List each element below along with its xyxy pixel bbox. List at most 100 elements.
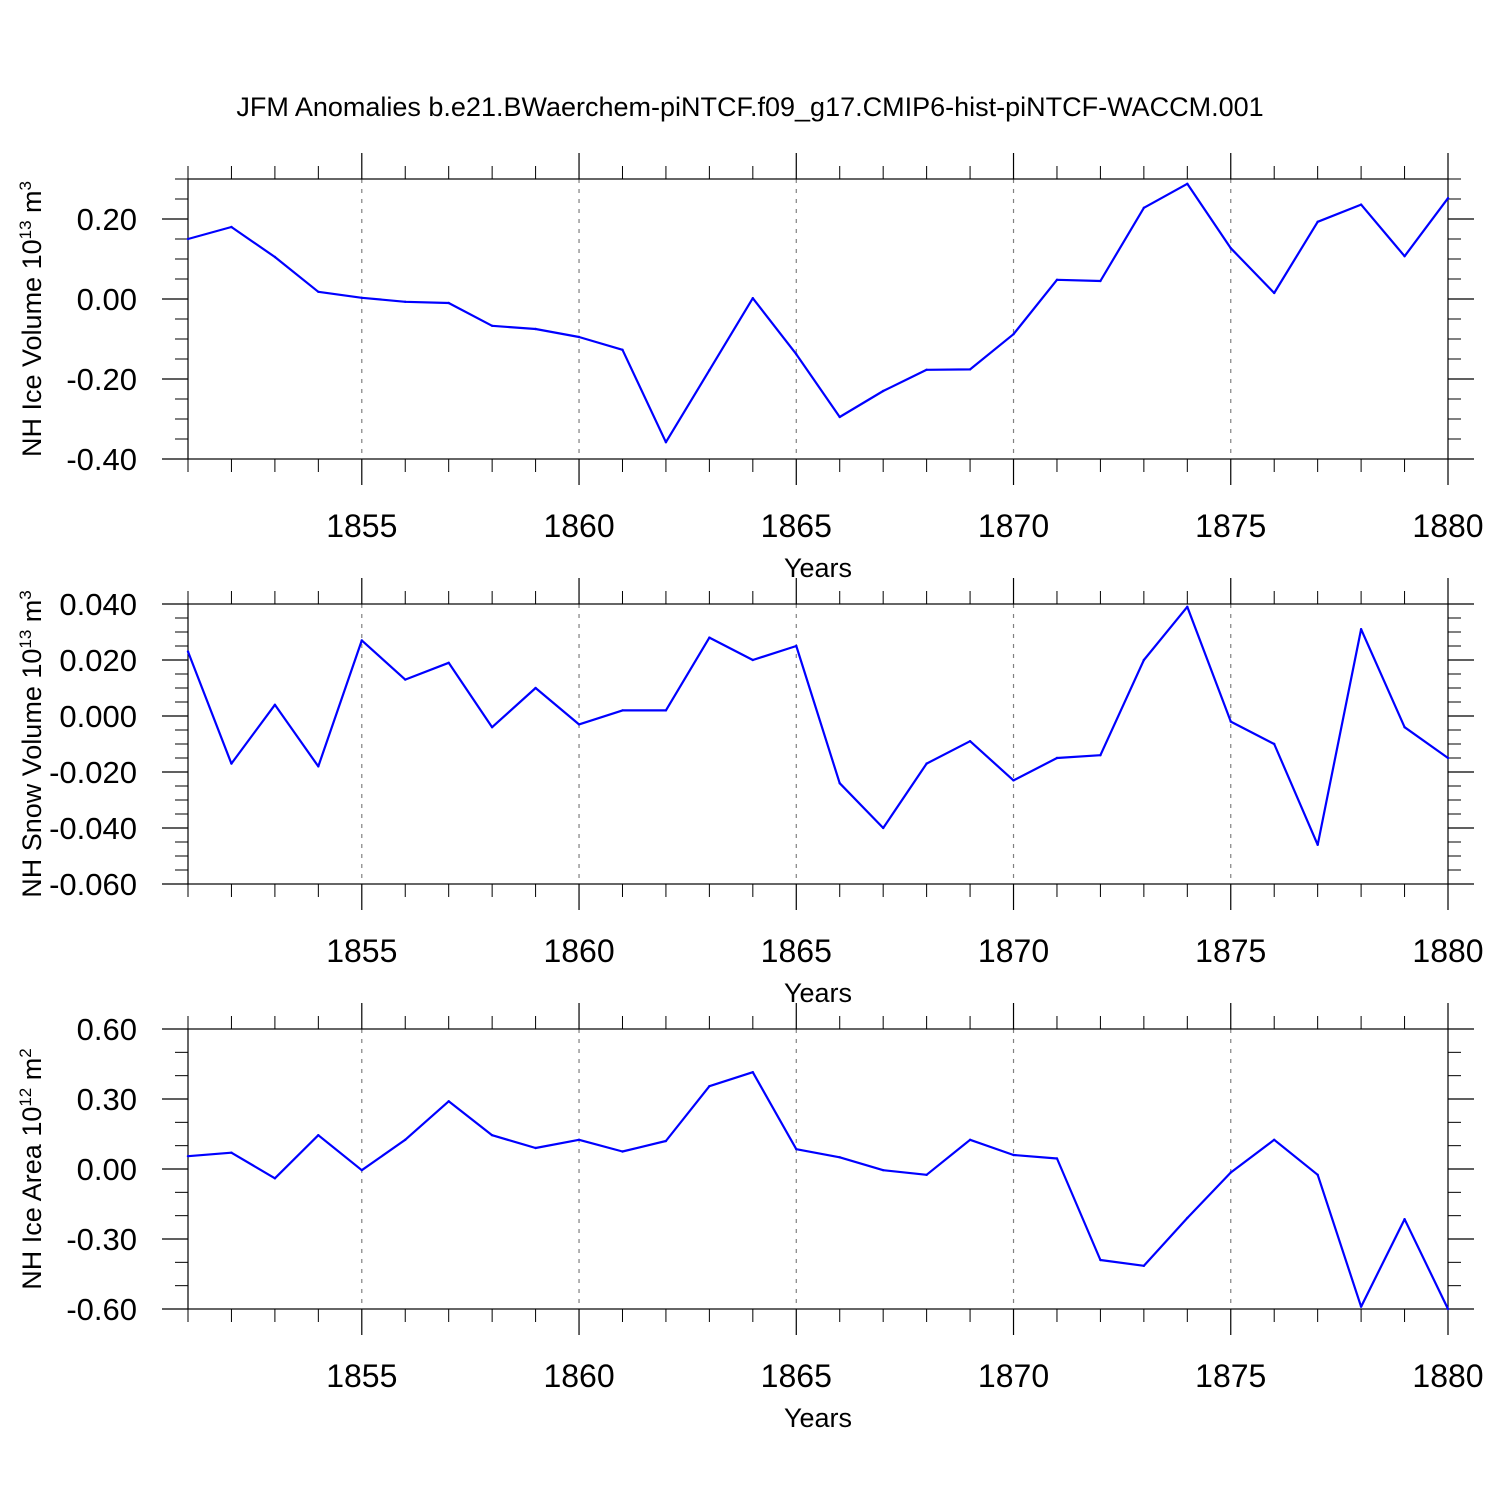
y-tick-label: -0.060 (49, 867, 137, 902)
y-tick-label: 0.020 (59, 643, 137, 678)
x-tick-label: 1880 (1412, 933, 1483, 969)
data-point (1403, 726, 1406, 729)
y-tick-label: 0.30 (77, 1082, 137, 1117)
chart-panel-3: 1855 1860 1865 1870 1875 1880 -0.60 -0.30 0.00 0.… (16, 1003, 1484, 1433)
data-point (577, 335, 581, 339)
y-axis-label-exponent: 13 (16, 220, 35, 239)
x-tick-label: 1865 (761, 933, 832, 969)
data-point (925, 762, 928, 765)
data-point (1316, 220, 1319, 223)
data-point (360, 639, 363, 642)
x-tick-label: 1880 (1412, 1358, 1483, 1394)
x-tick-label: 1860 (543, 933, 614, 969)
x-tick-label: 1870 (978, 1358, 1049, 1394)
y-axis-label-text: NH Ice Volume 10 (17, 239, 47, 457)
data-point (360, 1168, 363, 1172)
data-point (1012, 779, 1015, 782)
data-point (708, 1084, 711, 1088)
data-point (490, 726, 494, 729)
data-point (838, 782, 841, 785)
data-point (881, 389, 885, 393)
data-point (751, 297, 755, 300)
data-point (925, 368, 928, 371)
data-point (230, 1151, 233, 1154)
y-axis-label-unit: m (17, 600, 47, 630)
data-point (795, 1147, 798, 1151)
y-tick-label: -0.30 (66, 1222, 137, 1257)
data-point (1403, 1217, 1406, 1221)
data-point (1055, 756, 1059, 760)
data-point (1229, 1171, 1232, 1174)
data-point (795, 644, 798, 648)
data-point (534, 327, 537, 331)
data-point (230, 225, 233, 229)
data-point (751, 658, 755, 662)
y-axis-label-unit-exponent: 2 (16, 1048, 35, 1057)
series-line (187, 182, 1449, 444)
data-point (968, 368, 972, 371)
data-point (273, 255, 277, 259)
data-point (447, 661, 450, 664)
data-point (360, 296, 363, 299)
y-tick-label: -0.20 (66, 362, 137, 397)
data-point (317, 765, 320, 768)
chart-panel-1: 1855 1860 1865 1870 1875 1880 -0.40 -0.20 0.00 0.… (16, 153, 1484, 583)
data-point (1403, 255, 1406, 258)
series-line (187, 1071, 1449, 1310)
chart-panel-2: 1855 1860 1865 1870 1875 1880 -0.060 -0.040 -0.0… (16, 578, 1484, 1008)
x-tick-label: 1875 (1195, 933, 1266, 969)
x-tick-label: 1855 (326, 508, 397, 544)
y-tick-label: -0.40 (66, 442, 137, 477)
data-point (317, 1133, 320, 1137)
data-point (273, 1177, 277, 1180)
data-point (577, 723, 581, 726)
data-point (1446, 197, 1450, 200)
data-point (1229, 720, 1232, 723)
data-point (1012, 333, 1015, 336)
data-point (1142, 206, 1146, 209)
data-point (577, 1138, 581, 1142)
data-point (1273, 1138, 1276, 1142)
data-point (925, 1173, 928, 1177)
data-point (1446, 1307, 1450, 1311)
data-point (881, 1168, 885, 1172)
series-line (186, 605, 1449, 846)
x-tick-label: 1870 (978, 933, 1049, 969)
data-point (751, 1070, 755, 1074)
x-tick-label: 1855 (326, 933, 397, 969)
data-point (1142, 658, 1146, 662)
data-point (273, 703, 277, 706)
x-tick-label: 1875 (1195, 508, 1266, 544)
data-point (1099, 1258, 1102, 1262)
y-axis-label: NH Ice Area 1012 m2 (16, 1048, 47, 1289)
y-axis-label-exponent: 12 (16, 1088, 35, 1107)
data-point (621, 1150, 624, 1153)
y-tick-label: 0.040 (59, 587, 137, 622)
data-point (708, 369, 711, 372)
data-point (404, 678, 407, 681)
data-point (1012, 1153, 1015, 1157)
data-point (621, 348, 624, 351)
y-tick-label: -0.020 (49, 755, 137, 790)
data-point (490, 1133, 494, 1137)
y-tick-label: 0.00 (77, 1152, 137, 1187)
y-tick-label: -0.040 (49, 811, 137, 846)
x-tick-label: 1865 (761, 1358, 832, 1394)
figure-title: JFM Anomalies b.e21.BWaerchem-piNTCF.f09… (236, 92, 1263, 122)
data-point (621, 709, 624, 712)
data-point (664, 709, 668, 712)
y-tick-label: 0.00 (77, 282, 137, 317)
y-axis-label-text: NH Ice Area 10 (17, 1107, 47, 1290)
data-point (230, 762, 233, 765)
data-point (708, 636, 711, 639)
x-tick-label: 1860 (543, 508, 614, 544)
data-point (1186, 1216, 1189, 1220)
data-point (404, 1138, 407, 1142)
data-point (1273, 291, 1276, 295)
y-axis-label-text: NH Snow Volume 10 (17, 649, 47, 898)
y-axis-label: NH Ice Volume 1013 m3 (16, 181, 47, 457)
data-point (664, 441, 668, 444)
data-point (534, 686, 537, 690)
